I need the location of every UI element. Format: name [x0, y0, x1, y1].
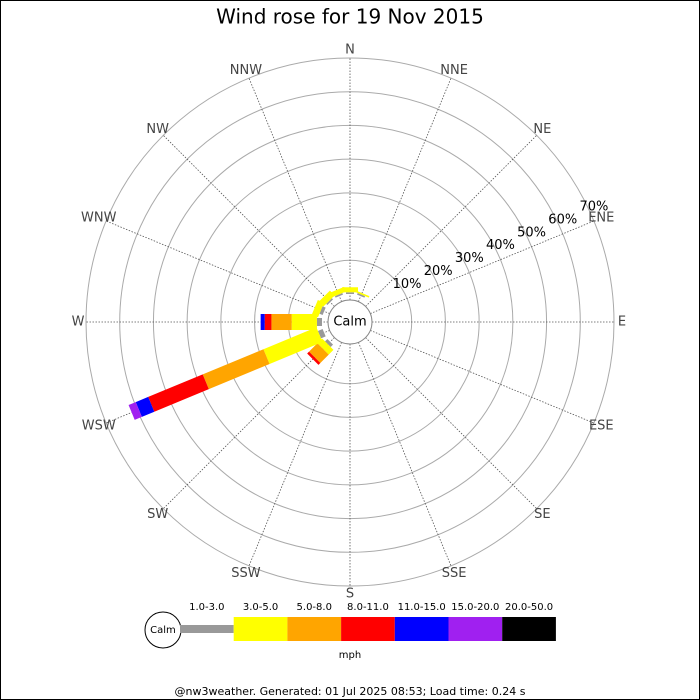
- bar-segment: [128, 402, 142, 420]
- bar-segment: [202, 349, 270, 390]
- bar-segment: [317, 338, 334, 355]
- r-tick-label: 30%: [455, 251, 484, 266]
- bar-segment: [334, 293, 343, 298]
- direction-label: NNE: [440, 63, 468, 78]
- bar-segment: [319, 306, 326, 315]
- calm-circle: [327, 299, 373, 345]
- bar-segment: [291, 314, 317, 330]
- direction-label: SW: [147, 507, 168, 522]
- bar-segment: [316, 318, 322, 326]
- bar-segment: [329, 286, 347, 298]
- direction-label: NE: [533, 122, 551, 137]
- spoke: [163, 337, 335, 509]
- legend-label: 20.0-50.0: [505, 602, 553, 613]
- direction-label: SSE: [442, 566, 467, 581]
- r-tick-label: 40%: [486, 238, 515, 253]
- spoke: [248, 77, 342, 302]
- direction-label: ENE: [588, 210, 614, 225]
- direction-label: ESE: [589, 419, 614, 434]
- ring: [85, 57, 615, 587]
- direction-label: S: [346, 587, 354, 602]
- legend-calm-label: Calm: [150, 625, 176, 636]
- footer: @nw3weather. Generated: 01 Jul 2025 08:5…: [175, 685, 526, 698]
- direction-label: SSW: [231, 566, 261, 581]
- r-tick-label: 50%: [517, 225, 546, 240]
- spoke: [105, 220, 330, 314]
- spoke: [248, 342, 342, 567]
- r-tick-label: 70%: [579, 199, 608, 214]
- r-tick-label: 10%: [393, 277, 422, 292]
- r-tick-label: 20%: [424, 264, 453, 279]
- spoke: [370, 330, 595, 424]
- bar-segment: [264, 314, 272, 330]
- legend-label: 3.0-5.0: [243, 602, 278, 613]
- ring: [220, 192, 480, 452]
- legend-swatch: [502, 617, 556, 641]
- legend-swatch: [233, 617, 288, 641]
- direction-label: SE: [534, 507, 550, 522]
- legend-swatch: [287, 617, 342, 641]
- r-tick-label: 60%: [548, 212, 577, 227]
- chart-title: Wind rose for 19 Nov 2015: [216, 5, 484, 29]
- bar-segment: [148, 374, 209, 412]
- direction-label: W: [72, 315, 85, 330]
- bar-segment: [263, 327, 323, 364]
- direction-label: N: [345, 43, 355, 58]
- direction-label: NNW: [230, 63, 262, 78]
- direction-label: NW: [146, 122, 169, 137]
- legend-label: 15.0-20.0: [451, 602, 499, 613]
- bar-segment: [260, 314, 265, 330]
- legend-swatch: [448, 617, 503, 641]
- legend-swatch: [394, 617, 449, 641]
- bar-segment: [311, 300, 325, 318]
- bar-segment: [317, 329, 326, 339]
- spoke: [365, 135, 537, 307]
- spoke: [358, 342, 452, 567]
- legend-unit: mph: [339, 650, 361, 661]
- legend-swatch: [341, 617, 395, 641]
- legend-label: 5.0-8.0: [297, 602, 332, 613]
- legend-label: 11.0-15.0: [398, 602, 446, 613]
- spoke: [365, 337, 537, 509]
- bar-segment: [346, 292, 354, 294]
- calm-label: Calm: [333, 315, 366, 330]
- legend-swatch: [180, 625, 234, 633]
- ring: [186, 158, 514, 486]
- bar-segment: [324, 338, 334, 348]
- bar-segment: [307, 351, 321, 365]
- bar-segment: [342, 287, 358, 293]
- spoke: [358, 77, 452, 302]
- direction-label: WNW: [81, 210, 117, 225]
- legend-label: 8.0-11.0: [347, 602, 389, 613]
- bar-segment: [135, 396, 155, 417]
- spoke: [163, 135, 335, 307]
- direction-label: WSW: [82, 419, 116, 434]
- bar-segment: [309, 343, 329, 363]
- bar-segment: [326, 298, 334, 306]
- spoke: [370, 220, 595, 314]
- direction-label: E: [618, 315, 626, 330]
- bar-segment: [271, 314, 292, 330]
- bar-segment: [357, 293, 366, 298]
- bar-segment: [353, 289, 370, 298]
- legend-label: 1.0-3.0: [189, 602, 224, 613]
